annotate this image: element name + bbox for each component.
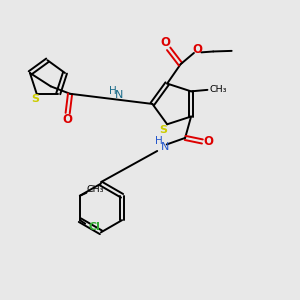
Text: S: S [160, 125, 168, 135]
Text: O: O [203, 135, 213, 148]
Text: H: H [109, 85, 117, 95]
Text: CH₃: CH₃ [209, 85, 226, 94]
Text: N: N [161, 142, 170, 152]
Text: N: N [115, 90, 123, 100]
Text: H: H [154, 136, 162, 146]
Text: O: O [161, 36, 171, 50]
Text: S: S [31, 94, 39, 104]
Text: O: O [63, 112, 73, 125]
Text: CH₃: CH₃ [87, 185, 104, 194]
Text: Cl: Cl [88, 222, 100, 232]
Text: O: O [193, 43, 202, 56]
